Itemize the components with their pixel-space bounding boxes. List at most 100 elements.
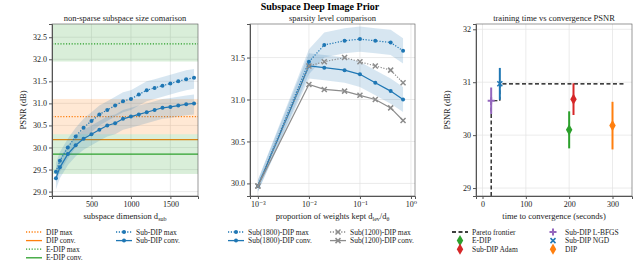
- panel: 010020030029303132training time vs conve…: [442, 13, 633, 255]
- series-line: [258, 66, 403, 186]
- figure: Subspace Deep Image Prior5001000150029.0…: [0, 0, 640, 267]
- series-line: [491, 84, 625, 196]
- y-grid-line: [476, 188, 632, 189]
- x-grid-line: [612, 24, 613, 196]
- series-line: [258, 84, 403, 186]
- y-tick: 31.5: [33, 77, 52, 86]
- point: [168, 105, 172, 109]
- point: [373, 97, 378, 102]
- band: [258, 53, 403, 191]
- y-tick-mark: [49, 170, 52, 171]
- y-tick: 31.0: [231, 96, 250, 105]
- y-axis: 29303132: [463, 25, 477, 197]
- x-tick-mark: [411, 196, 412, 199]
- legend-label: Sub(1800)-DIP conv.: [248, 236, 312, 245]
- plot-area: [255, 27, 405, 192]
- y-grid-line: [476, 135, 632, 136]
- point: [153, 86, 157, 90]
- x-grid-line: [569, 24, 570, 196]
- x-tick-label: 10⁻²: [302, 200, 317, 209]
- x-tick-mark: [483, 196, 484, 199]
- y-axis-line: [247, 25, 251, 197]
- point: [306, 63, 311, 68]
- x-tick-label: 0: [481, 200, 485, 209]
- point: [255, 183, 260, 188]
- y-tick-label: 29: [463, 184, 471, 193]
- point: [343, 68, 347, 72]
- panel: 5001000150029.029.530.030.531.031.532.03…: [18, 13, 199, 262]
- plot-frame: [250, 24, 415, 196]
- point: [401, 118, 406, 123]
- y-tick: 30.0: [33, 144, 52, 153]
- legend-swatch: [26, 231, 42, 232]
- y-tick-mark: [49, 81, 52, 82]
- x-tick-label: 1500: [163, 200, 179, 209]
- y-tick-label: 31.5: [231, 54, 245, 63]
- plot-background: [52, 24, 198, 196]
- point: [609, 120, 615, 131]
- point: [343, 39, 347, 43]
- point: [373, 81, 377, 85]
- x-axis-title-part: lev: [372, 216, 379, 222]
- point: [255, 183, 260, 188]
- y-tick: 32: [463, 25, 476, 34]
- y-tick-mark: [247, 58, 250, 59]
- point: [168, 82, 172, 86]
- y-axis-line: [49, 25, 53, 197]
- y-tick: 30.0: [231, 179, 250, 188]
- x-axis-title: subspace dimension dsub: [84, 211, 167, 222]
- point: [54, 176, 58, 180]
- y-tick-label: 30.5: [231, 138, 245, 147]
- y-tick-label: 31.0: [231, 96, 245, 105]
- point: [357, 93, 362, 98]
- plot-frame: [52, 24, 198, 196]
- plot-area: [488, 68, 626, 196]
- grid: [52, 24, 198, 196]
- x-tick: 1000: [123, 196, 139, 209]
- y-tick: 32.5: [33, 33, 52, 42]
- x-tick: 10⁰: [406, 196, 417, 209]
- x-tick: 10⁻²: [302, 196, 317, 209]
- x-tick-mark: [360, 196, 361, 199]
- y-grid-line: [476, 29, 632, 30]
- y-tick-mark: [247, 183, 250, 184]
- x-axis-title-part: subspace dimension d: [84, 211, 159, 221]
- point: [566, 124, 572, 135]
- legend-marker: [122, 239, 126, 243]
- point: [192, 76, 196, 80]
- legend-swatch: [26, 257, 42, 258]
- y-tick: 31.0: [33, 99, 52, 108]
- point: [373, 39, 377, 43]
- point: [358, 37, 362, 41]
- point: [389, 40, 393, 44]
- legend-marker: [122, 230, 126, 234]
- legend-marker: [457, 244, 463, 255]
- band: [52, 24, 198, 61]
- point: [113, 104, 117, 108]
- panel-title: non-sparse subspace size comarison: [64, 13, 187, 23]
- point: [497, 81, 502, 86]
- x-tick-mark: [613, 196, 614, 199]
- point: [570, 94, 576, 105]
- x-tick: 200: [564, 196, 576, 209]
- plot-background: [250, 24, 415, 196]
- panel: 10⁻³10⁻²10⁻¹10⁰30.030.531.031.5sparsity …: [228, 13, 417, 245]
- y-tick: 30: [463, 131, 476, 140]
- x-tick-label: 500: [86, 200, 98, 209]
- point: [176, 104, 180, 108]
- legend-label: E-DIP conv.: [46, 253, 83, 262]
- point: [357, 59, 362, 64]
- y-tick-mark: [473, 188, 476, 189]
- x-grid-line: [410, 24, 411, 196]
- legend-item: E-DIP conv.: [26, 253, 83, 262]
- y-grid-line: [250, 183, 415, 184]
- x-tick-label: 10⁰: [406, 200, 417, 209]
- point: [184, 77, 188, 81]
- x-axis-title-part: θ: [386, 216, 389, 222]
- x-tick-mark: [91, 196, 92, 199]
- point: [137, 112, 141, 116]
- x-grid-line: [525, 24, 526, 196]
- point: [388, 105, 393, 110]
- point: [66, 152, 70, 156]
- x-tick: 300: [607, 196, 619, 209]
